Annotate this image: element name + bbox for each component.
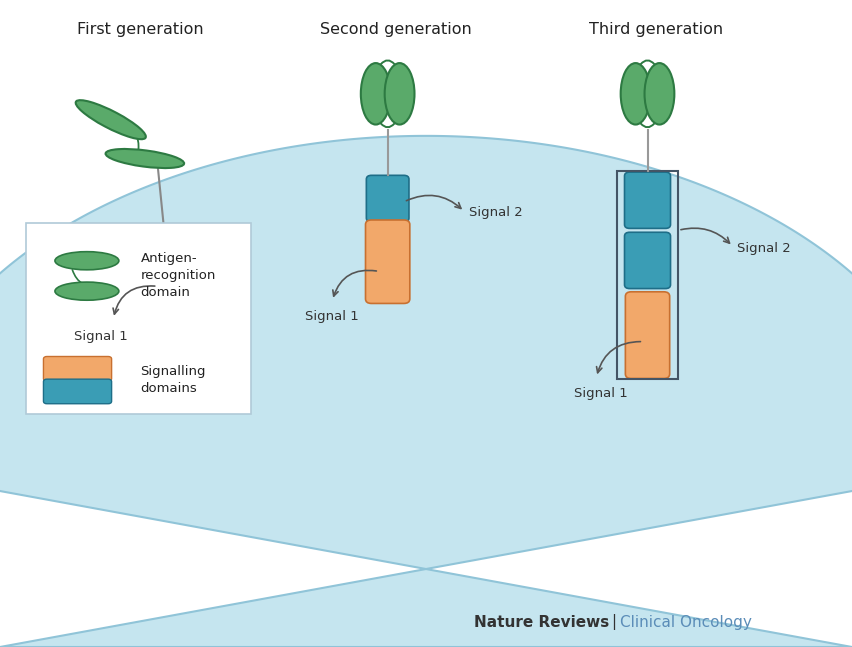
FancyBboxPatch shape [142,232,187,315]
Text: Signal 1: Signal 1 [573,387,628,400]
Ellipse shape [384,63,415,124]
FancyBboxPatch shape [625,172,671,228]
FancyBboxPatch shape [366,175,409,222]
FancyBboxPatch shape [43,379,112,404]
Text: Signalling
domains: Signalling domains [141,365,206,395]
FancyBboxPatch shape [43,356,112,381]
Ellipse shape [645,63,675,124]
Text: First generation: First generation [78,21,204,37]
Text: Second generation: Second generation [320,21,472,37]
Ellipse shape [620,63,650,124]
FancyBboxPatch shape [366,220,410,303]
Ellipse shape [360,63,390,124]
Text: Nature Reviews: Nature Reviews [474,615,609,630]
FancyBboxPatch shape [625,232,671,289]
Text: |: | [611,615,616,630]
Text: Signal 2: Signal 2 [737,242,791,255]
Ellipse shape [76,100,146,139]
FancyBboxPatch shape [625,292,670,378]
Text: Antigen-
recognition
domain: Antigen- recognition domain [141,252,216,300]
Text: Signal 2: Signal 2 [469,206,522,219]
Polygon shape [0,136,852,647]
Ellipse shape [55,252,118,270]
Text: Signal 1: Signal 1 [73,330,128,344]
Text: Third generation: Third generation [589,21,723,37]
Text: Signal 1: Signal 1 [305,311,360,324]
FancyBboxPatch shape [26,223,251,414]
Text: Clinical Oncology: Clinical Oncology [620,615,752,630]
Ellipse shape [55,282,118,300]
Ellipse shape [106,149,184,168]
